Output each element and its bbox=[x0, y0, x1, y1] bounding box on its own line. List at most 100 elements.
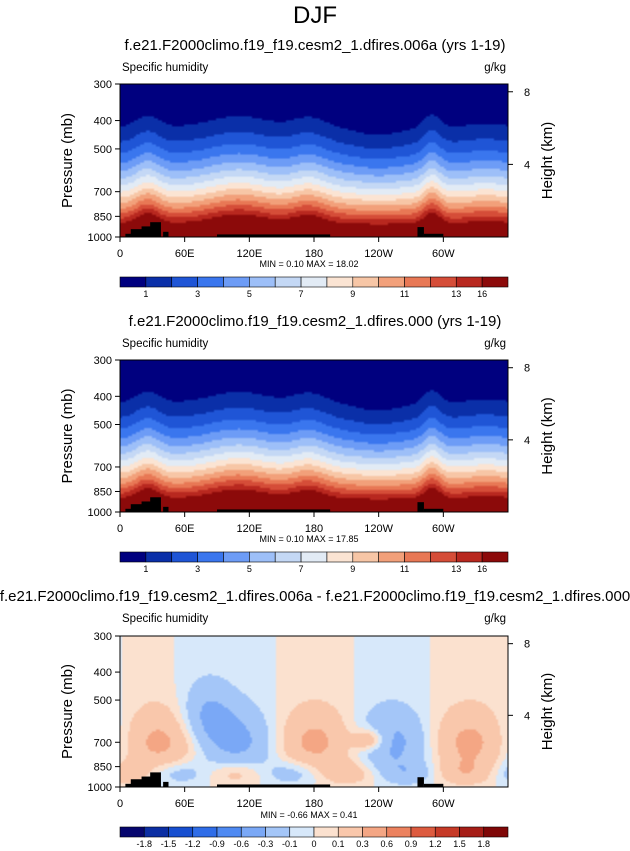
units-label: g/kg bbox=[484, 338, 506, 350]
x-tick-label: 60W bbox=[432, 248, 455, 260]
colorbar-swatch bbox=[289, 826, 315, 838]
colorbar-label: 11 bbox=[400, 289, 409, 299]
colorbar-label: -0.6 bbox=[233, 839, 249, 849]
y-tick-label: 300 bbox=[94, 79, 112, 91]
y-tick-label: 850 bbox=[94, 486, 112, 498]
colorbar-swatch bbox=[430, 276, 457, 288]
colorbar-label: 13 bbox=[451, 289, 461, 299]
colorbar-swatch bbox=[197, 551, 224, 563]
colorbar-swatch bbox=[274, 551, 302, 563]
topography-mask bbox=[150, 772, 161, 787]
colorbar-label: 0.1 bbox=[332, 839, 345, 849]
x-tick-label: 120W bbox=[364, 523, 393, 535]
colorbar-swatch bbox=[197, 276, 224, 288]
panel-title: f.e21.F2000climo.f19_f19.cesm2_1.dfires.… bbox=[0, 588, 630, 605]
colorbar-swatch bbox=[265, 826, 291, 838]
colorbar-label: 1 bbox=[143, 289, 148, 299]
panel-title: f.e21.F2000climo.f19_f19.cesm2_1.dfires.… bbox=[124, 37, 505, 54]
colorbar-swatch bbox=[481, 276, 509, 288]
colorbar-swatch bbox=[249, 551, 276, 563]
colorbar-swatch bbox=[326, 276, 354, 288]
x-tick-label: 120W bbox=[364, 248, 393, 260]
x-tick-label: 60W bbox=[432, 523, 455, 535]
x-tick-label: 60E bbox=[175, 798, 195, 810]
colorbar-label: 1 bbox=[143, 564, 148, 574]
x-tick-label: 60E bbox=[175, 248, 195, 260]
heatmap-field bbox=[120, 636, 508, 787]
colorbar-swatch bbox=[171, 276, 198, 288]
topography-mask bbox=[130, 779, 144, 787]
y-tick-label: 400 bbox=[94, 391, 112, 403]
colorbar-swatch bbox=[119, 551, 147, 563]
y-tick-label: 700 bbox=[94, 187, 112, 199]
colorbar-label: 7 bbox=[299, 289, 304, 299]
x-tick-label: 60E bbox=[175, 523, 195, 535]
topography-mask bbox=[217, 234, 331, 237]
y-tick-label: 300 bbox=[94, 631, 112, 643]
x-tick-label: 0 bbox=[117, 523, 123, 535]
topography-mask bbox=[141, 226, 153, 237]
colorbar-swatch bbox=[352, 551, 379, 563]
colorbar-label: 0.9 bbox=[405, 839, 418, 849]
colorbar-swatch bbox=[119, 276, 147, 288]
colorbar-label: 3 bbox=[195, 289, 200, 299]
colorbar-label: 1.8 bbox=[477, 839, 490, 849]
colorbar-swatch bbox=[352, 276, 379, 288]
min-max-stats: MIN = -0.66 MAX = 0.41 bbox=[260, 810, 357, 820]
colorbar-swatch bbox=[192, 826, 218, 838]
colorbar-swatch bbox=[145, 276, 173, 288]
y-tick-label: 1000 bbox=[88, 232, 112, 244]
colorbar-label: 7 bbox=[299, 564, 304, 574]
x-tick-label: 180 bbox=[305, 523, 323, 535]
colorbar-swatch bbox=[362, 826, 388, 838]
colorbar-label: 11 bbox=[400, 564, 409, 574]
colorbar-swatch bbox=[143, 826, 169, 838]
colorbar-swatch bbox=[216, 826, 242, 838]
variable-label: Specific humidity bbox=[122, 62, 209, 74]
topography-mask bbox=[423, 233, 444, 237]
y-axis-title: Pressure (mb) bbox=[59, 388, 76, 483]
y2-axis-title: Height (km) bbox=[539, 397, 556, 475]
y-axis-title: Pressure (mb) bbox=[59, 113, 76, 208]
x-tick-label: 120E bbox=[236, 248, 262, 260]
colorbar-label: 1.2 bbox=[429, 839, 442, 849]
colorbar-swatch bbox=[326, 551, 354, 563]
y-tick-label: 1000 bbox=[88, 507, 112, 519]
y-tick-label: 850 bbox=[94, 211, 112, 223]
colorbar-swatch bbox=[313, 826, 339, 838]
topography-mask bbox=[141, 776, 153, 787]
colorbar-swatch bbox=[119, 826, 145, 838]
figure-title: DJF bbox=[293, 2, 337, 29]
colorbar-swatch bbox=[483, 826, 509, 838]
topography-mask bbox=[417, 777, 424, 787]
y2-axis-title: Height (km) bbox=[539, 673, 556, 751]
y-tick-label: 500 bbox=[94, 144, 112, 156]
heatmap-field bbox=[120, 360, 508, 512]
y2-axis-title: Height (km) bbox=[539, 122, 556, 200]
colorbar-label: 16 bbox=[477, 289, 487, 299]
min-max-stats: MIN = 0.10 MAX = 18.02 bbox=[259, 259, 358, 269]
heatmap-field bbox=[120, 84, 508, 237]
y-axis-title: Pressure (mb) bbox=[59, 664, 76, 759]
variable-label: Specific humidity bbox=[122, 613, 209, 625]
colorbar-swatch bbox=[434, 826, 460, 838]
y-tick-label: 400 bbox=[94, 116, 112, 128]
y-tick-label: 700 bbox=[94, 737, 112, 749]
colorbar-swatch bbox=[410, 826, 436, 838]
colorbar-swatch bbox=[249, 276, 276, 288]
colorbar-label: -1.5 bbox=[161, 839, 177, 849]
topography-mask bbox=[130, 504, 144, 512]
colorbar-label: -0.3 bbox=[258, 839, 274, 849]
min-max-stats: MIN = 0.10 MAX = 17.85 bbox=[259, 534, 358, 544]
colorbar-label: 5 bbox=[247, 564, 252, 574]
topography-mask bbox=[141, 501, 153, 512]
variable-label: Specific humidity bbox=[122, 338, 209, 350]
colorbar-label: 0 bbox=[311, 839, 316, 849]
colorbar-swatch bbox=[223, 551, 250, 563]
topography-mask bbox=[163, 506, 169, 512]
colorbar-label: 5 bbox=[247, 289, 252, 299]
colorbar-label: -0.9 bbox=[209, 839, 225, 849]
topography-mask bbox=[163, 781, 169, 787]
x-tick-label: 120E bbox=[236, 523, 262, 535]
y2-tick-label: 8 bbox=[524, 87, 530, 99]
